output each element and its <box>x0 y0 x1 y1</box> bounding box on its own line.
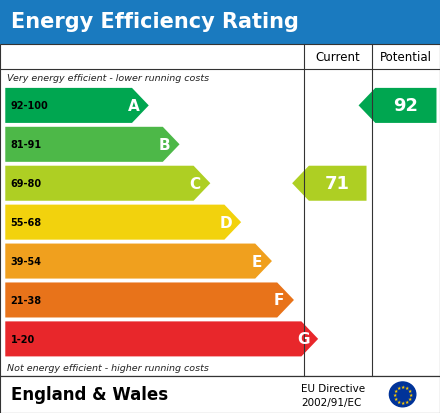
Text: ★: ★ <box>393 396 398 401</box>
Text: Current: Current <box>315 50 360 64</box>
Text: Very energy efficient - lower running costs: Very energy efficient - lower running co… <box>7 74 209 83</box>
Text: 71: 71 <box>325 175 350 193</box>
Bar <box>0 376 440 413</box>
Text: EU Directive: EU Directive <box>301 383 366 393</box>
Polygon shape <box>359 89 436 123</box>
Text: A: A <box>128 99 139 114</box>
Circle shape <box>389 382 416 407</box>
Text: 69-80: 69-80 <box>11 179 42 189</box>
Text: ★: ★ <box>400 400 405 405</box>
Text: 81-91: 81-91 <box>11 140 42 150</box>
Text: ★: ★ <box>396 399 401 404</box>
Text: ★: ★ <box>392 392 396 397</box>
Text: 39-54: 39-54 <box>11 256 41 266</box>
Text: Potential: Potential <box>380 50 432 64</box>
Polygon shape <box>5 166 210 201</box>
Text: Energy Efficiency Rating: Energy Efficiency Rating <box>11 12 299 32</box>
Text: ★: ★ <box>404 385 409 390</box>
Text: Not energy efficient - higher running costs: Not energy efficient - higher running co… <box>7 363 209 372</box>
Text: B: B <box>159 138 170 152</box>
Text: 92: 92 <box>393 97 418 115</box>
Polygon shape <box>5 283 294 318</box>
Polygon shape <box>5 89 149 123</box>
Text: E: E <box>252 254 262 269</box>
Text: ★: ★ <box>407 396 412 401</box>
Bar <box>0 0 440 45</box>
Polygon shape <box>5 128 180 162</box>
Text: 21-38: 21-38 <box>11 295 42 305</box>
Text: C: C <box>190 176 201 191</box>
Bar <box>0 45 440 376</box>
Text: ★: ★ <box>396 385 401 390</box>
Text: 92-100: 92-100 <box>11 101 48 111</box>
Text: G: G <box>297 332 309 347</box>
Text: ★: ★ <box>393 388 398 393</box>
Text: ★: ★ <box>404 399 409 404</box>
Text: D: D <box>220 215 232 230</box>
Polygon shape <box>292 166 367 201</box>
Text: 1-20: 1-20 <box>11 334 35 344</box>
Text: ★: ★ <box>409 392 413 397</box>
Text: 55-68: 55-68 <box>11 218 42 228</box>
Text: ★: ★ <box>407 388 412 393</box>
Text: ★: ★ <box>400 384 405 389</box>
Polygon shape <box>5 244 272 279</box>
Text: England & Wales: England & Wales <box>11 385 168 404</box>
Text: 2002/91/EC: 2002/91/EC <box>301 397 362 407</box>
Text: F: F <box>274 293 284 308</box>
Polygon shape <box>5 322 318 356</box>
Polygon shape <box>5 205 241 240</box>
